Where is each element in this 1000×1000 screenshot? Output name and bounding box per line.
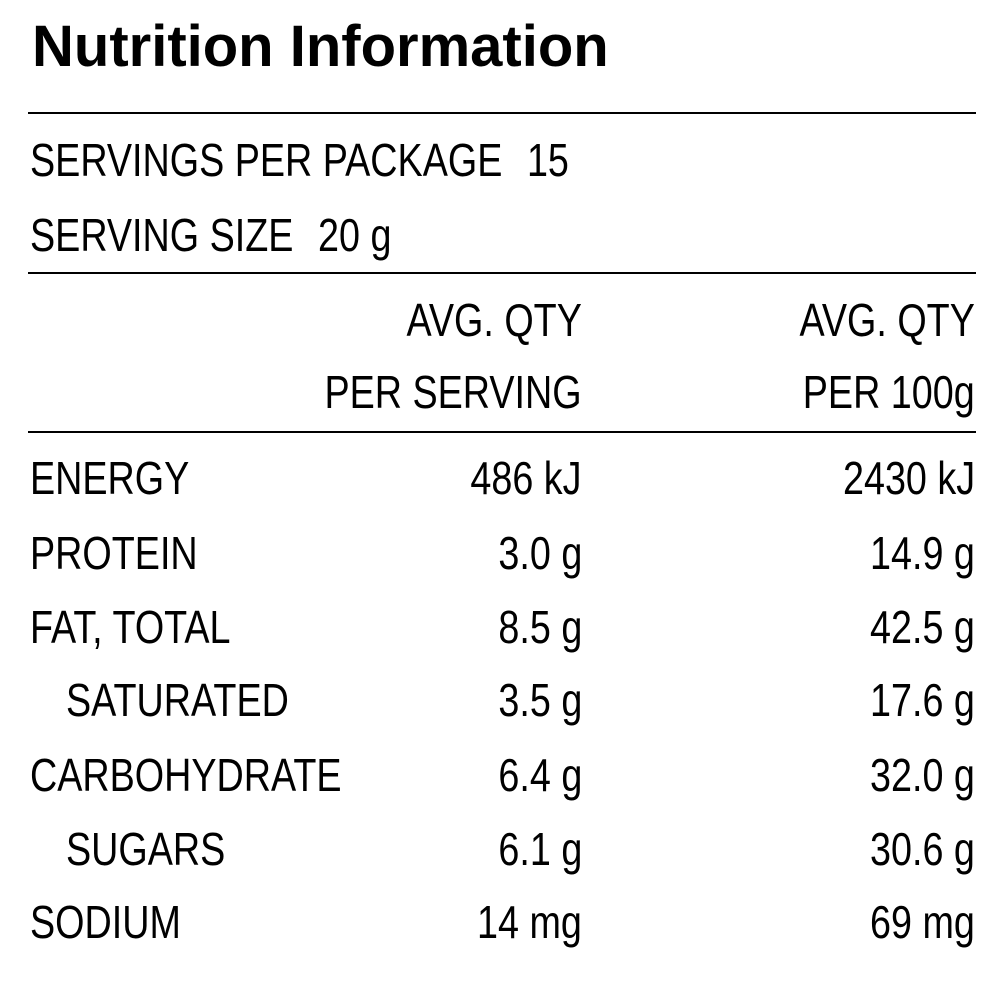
nutrient: CARBOHYDRATE — [30, 749, 342, 801]
per-serving: 6.1 g — [498, 823, 582, 875]
servings-label: SERVINGS PER PACKAGE — [30, 134, 503, 186]
serving-size-label: SERVING SIZE — [30, 209, 294, 261]
per-100g: 14.9 g — [870, 527, 975, 579]
nutrient: SODIUM — [30, 896, 181, 948]
serving-size-row: SERVING SIZE 20 g — [30, 208, 391, 262]
serving-size-value: 20 g — [318, 209, 392, 261]
rule — [28, 112, 976, 114]
per-100g: 17.6 g — [870, 674, 975, 726]
servings-row: SERVINGS PER PACKAGE 15 — [30, 133, 569, 187]
rule — [28, 431, 976, 433]
per-serving: 486 kJ — [470, 452, 582, 504]
title: Nutrition Information — [32, 14, 609, 79]
per-100g: 42.5 g — [870, 601, 975, 653]
column-header: PER 100g — [803, 366, 975, 418]
nutrient: SATURATED — [66, 674, 289, 726]
per-100g: 32.0 g — [870, 749, 975, 801]
nutrient: FAT, TOTAL — [30, 601, 231, 653]
per-100g: 2430 kJ — [842, 452, 975, 504]
column-header: AVG. QTY — [406, 294, 582, 346]
column-header: PER SERVING — [324, 366, 582, 418]
per-serving: 3.5 g — [498, 674, 582, 726]
column-header: AVG. QTY — [799, 294, 975, 346]
per-serving: 14 mg — [477, 896, 582, 948]
rule — [28, 272, 976, 274]
per-100g: 69 mg — [870, 896, 975, 948]
per-serving: 6.4 g — [498, 749, 582, 801]
per-100g: 30.6 g — [870, 823, 975, 875]
per-serving: 8.5 g — [498, 601, 582, 653]
per-serving: 3.0 g — [498, 527, 582, 579]
nutrient: PROTEIN — [30, 527, 198, 579]
nutrient: SUGARS — [66, 823, 226, 875]
servings-value: 15 — [526, 134, 569, 186]
nutrient: ENERGY — [30, 452, 190, 504]
